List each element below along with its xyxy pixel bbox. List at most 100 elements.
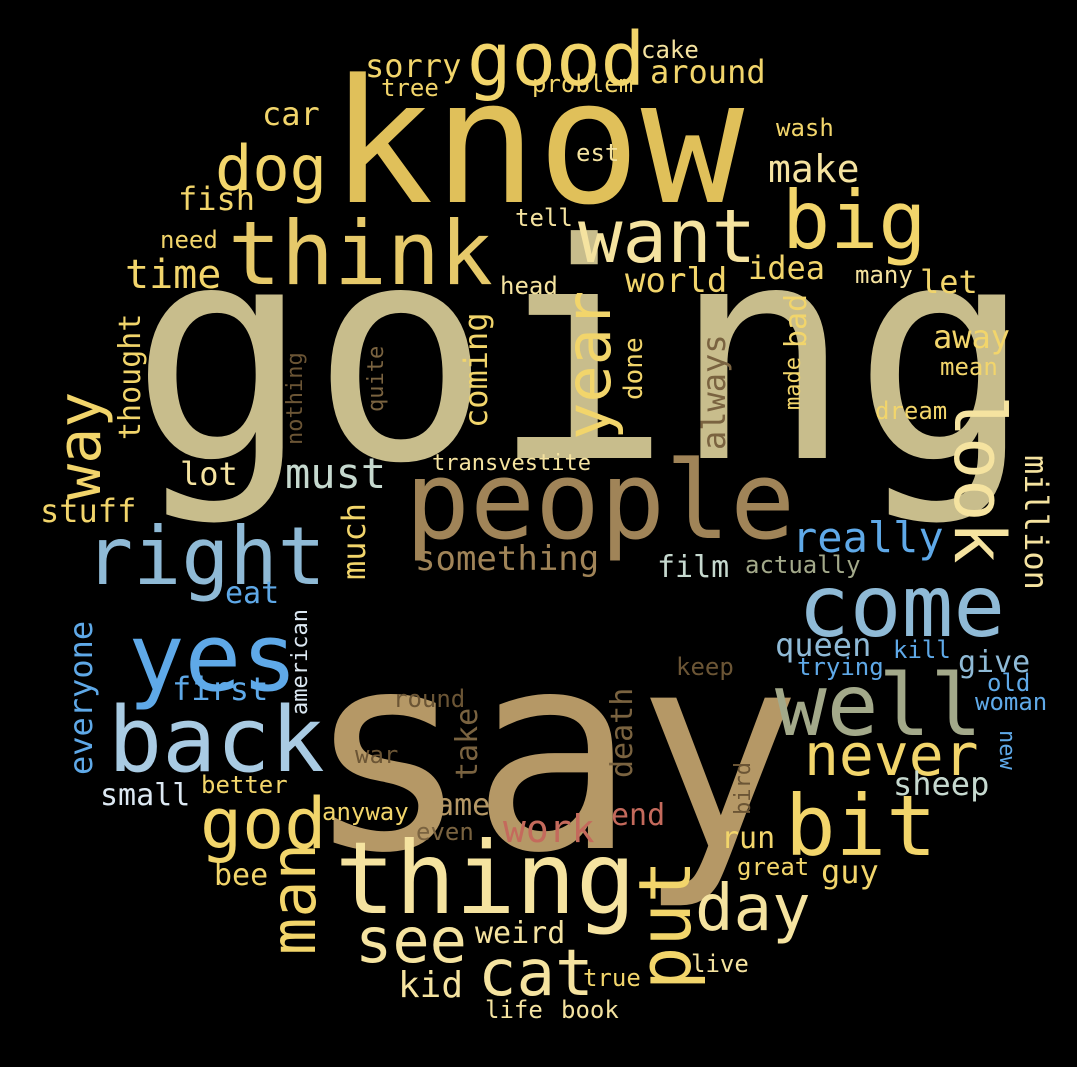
word-live: live [691,950,749,978]
word-god: god [200,783,326,865]
word-lot: lot [180,455,238,493]
word-great: great [737,853,809,881]
word-american: american [288,609,313,715]
word-day: day [695,872,811,946]
word-many: many [855,261,913,289]
word-bird: bird [731,762,756,815]
word-quite: quite [364,346,389,412]
word-come: come [798,557,1005,657]
word-true: true [583,964,641,992]
word-tree: tree [381,74,439,102]
word-bit: bit [785,777,937,875]
word-time: time [125,252,221,298]
word-yes: yes [128,604,298,713]
word-cake: cake [641,36,699,64]
word-anyway: anyway [322,798,409,826]
word-back: back [108,688,325,793]
word-way: way [45,392,115,500]
word-away: away [933,318,1010,356]
word-wash: wash [776,114,834,142]
word-weird: weird [475,916,565,951]
word-transvestite: transvestite [432,451,591,476]
word-think: think [228,202,493,305]
word-well: well [775,656,982,756]
word-see: see [355,904,467,977]
word-around: around [650,53,766,91]
word-nothing: nothing [283,352,308,445]
word-give: give [958,645,1030,680]
word-bad: bad [779,294,814,348]
word-came: came [418,788,490,823]
word-make: make [768,147,860,191]
word-really: really [792,513,944,562]
word-kid: kid [398,965,463,1006]
word-dream: dream [875,397,947,425]
word-know: know [330,42,745,243]
word-always: always [695,334,733,450]
word-must: must [285,449,386,498]
word-car: car [262,95,320,133]
word-guy: guy [821,853,879,891]
word-even: even [416,818,474,846]
word-never: never [804,721,979,789]
word-world: world [625,261,727,301]
word-say: say [305,593,802,913]
word-actually: actually [745,551,861,579]
word-head: head [500,272,558,300]
word-million: million [1017,455,1055,590]
word-thing: thing [335,820,636,937]
word-round: round [393,685,465,713]
word-trying: trying [797,653,884,681]
word-need: need [160,226,218,254]
word-thought: thought [113,314,148,440]
word-keep: keep [676,653,734,681]
word-take: take [450,708,485,780]
word-end: end [611,798,665,833]
word-look: look [938,395,1020,564]
word-people: people [405,439,795,564]
word-small: small [100,778,190,813]
word-year: year [552,291,625,440]
word-done: done [619,337,649,400]
word-death: death [605,688,640,778]
word-woman: woman [975,688,1047,716]
word-work: work [503,807,595,851]
word-put: put [623,860,707,990]
word-big: big [782,174,927,267]
word-mean: mean [940,353,998,381]
word-fish: fish [178,180,255,218]
word-book: book [561,996,619,1024]
word-cat: cat [478,937,594,1011]
word-life: life [485,996,543,1024]
word-coming: coming [457,312,495,428]
word-want: want [578,194,756,280]
word-something: something [415,539,599,579]
word-problem: problem [532,70,633,98]
word-eat: eat [225,576,279,611]
word-film: film [657,550,729,585]
word-going: going [130,180,1033,529]
word-war: war [355,741,398,769]
word-right: right [85,510,326,603]
word-good: good [467,17,645,103]
word-old: old [987,669,1030,697]
word-tell: tell [515,204,573,232]
word-idea: idea [748,249,825,287]
word-everyone: everyone [62,621,100,775]
word-sorry: sorry [365,47,461,85]
word-kill: kill [893,636,951,664]
word-bee: bee [214,858,268,893]
word-dog: dog [215,132,327,205]
word-stuff: stuff [40,492,136,530]
word-est: est [576,139,619,167]
word-better: better [201,771,288,799]
word-first: first [172,670,268,708]
word-man: man [257,843,330,955]
word-sheep: sheep [893,765,989,803]
word-let: let [920,263,978,301]
word-much: much [335,503,373,580]
word-run: run [721,821,775,856]
word-made: made [781,357,806,410]
